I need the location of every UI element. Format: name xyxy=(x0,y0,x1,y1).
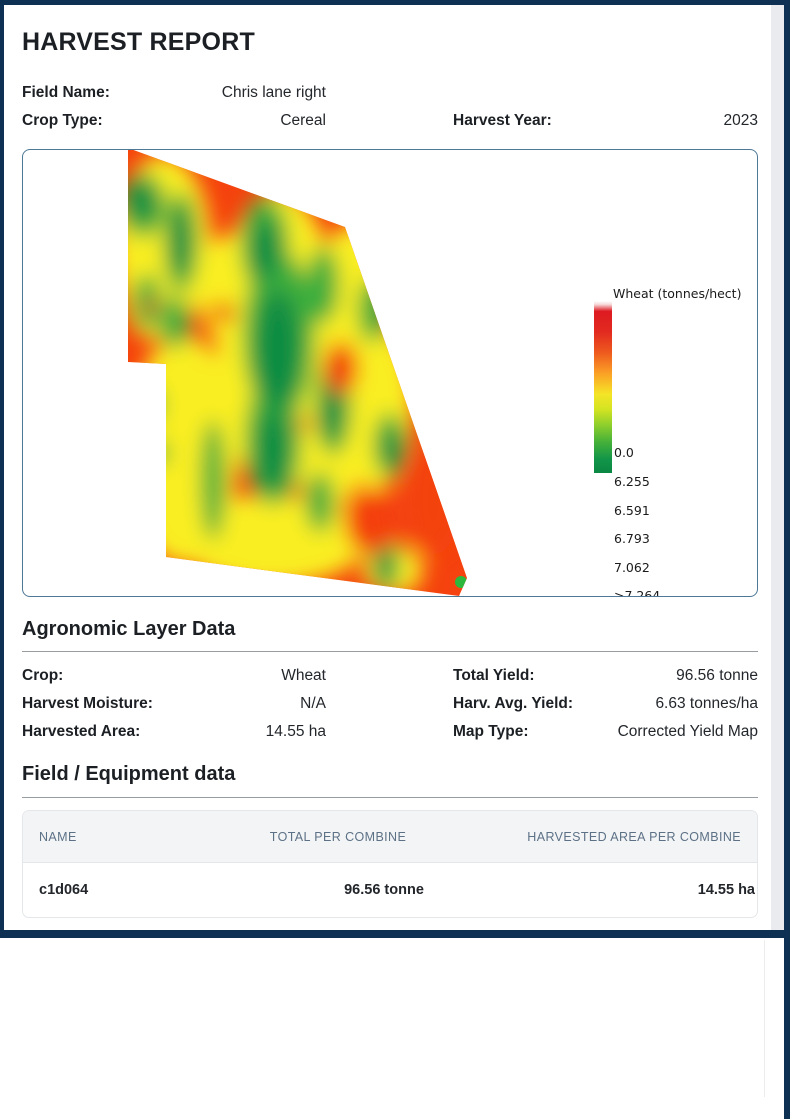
harvest-year-label: Harvest Year: xyxy=(453,112,552,129)
crop-type-label: Crop Type: xyxy=(22,112,103,129)
section-divider xyxy=(22,797,758,798)
field-name-label: Field Name: xyxy=(22,84,110,101)
agro-row-avg-yield: Harv. Avg. Yield: 6.63 tonnes/ha xyxy=(453,694,758,713)
cell-combine-total: 96.56 tonne xyxy=(344,882,424,898)
table-row: c1d064 96.56 tonne 14.55 ha xyxy=(23,863,757,917)
agro-row-crop: Crop: Wheat xyxy=(22,666,326,685)
app-frame-right xyxy=(784,0,790,1119)
table-header-row: NAME TOTAL PER COMBINE HARVESTED AREA PE… xyxy=(23,811,757,863)
equipment-table: NAME TOTAL PER COMBINE HARVESTED AREA PE… xyxy=(22,810,758,918)
agro-row-moisture: Harvest Moisture: N/A xyxy=(22,694,326,713)
crop-value: Wheat xyxy=(281,667,326,684)
field-name-value: Chris lane right xyxy=(221,84,326,101)
scrollbar-track[interactable] xyxy=(771,5,784,930)
avg-yield-label: Harv. Avg. Yield: xyxy=(453,695,574,712)
page-edge-shadow xyxy=(764,940,765,1097)
crop-type-value: Cereal xyxy=(280,112,326,129)
total-yield-value: 96.56 tonne xyxy=(676,667,758,684)
harvest-year-row: Harvest Year: 2023 xyxy=(453,111,758,130)
moisture-value: N/A xyxy=(300,695,326,712)
legend-label: 6.591 xyxy=(614,503,650,518)
map-type-value: Corrected Yield Map xyxy=(617,723,758,740)
legend-label: 0.0 xyxy=(614,445,634,460)
field-name-row: Field Name: Chris lane right xyxy=(22,83,326,102)
area-value: 14.55 ha xyxy=(265,723,326,740)
legend-title: Wheat (tonnes/hect) xyxy=(613,286,742,301)
crop-type-row: Crop Type: Cereal xyxy=(22,111,326,130)
total-yield-label: Total Yield: xyxy=(453,667,535,684)
col-header-name: NAME xyxy=(39,829,77,844)
legend-label: 6.793 xyxy=(614,531,650,546)
agro-row-map-type: Map Type: Corrected Yield Map xyxy=(453,722,758,741)
avg-yield-value: 6.63 tonnes/ha xyxy=(655,695,758,712)
app-frame-top xyxy=(0,0,790,5)
agro-row-total-yield: Total Yield: 96.56 tonne xyxy=(453,666,758,685)
crop-label: Crop: xyxy=(22,667,64,684)
col-header-area: HARVESTED AREA PER COMBINE xyxy=(527,829,741,844)
agro-row-area: Harvested Area: 14.55 ha xyxy=(22,722,326,741)
cell-combine-name: c1d064 xyxy=(39,882,89,898)
equipment-section-heading: Field / Equipment data xyxy=(22,763,236,785)
harvest-year-value: 2023 xyxy=(723,112,758,129)
page-title: HARVEST REPORT xyxy=(22,28,255,56)
app-frame-left xyxy=(0,0,4,938)
cell-combine-area: 14.55 ha xyxy=(697,882,755,898)
col-header-total: TOTAL PER COMBINE xyxy=(269,829,407,844)
report-card-bottom-border xyxy=(0,930,790,938)
legend-label: 7.062 xyxy=(614,560,650,575)
agronomic-section-heading: Agronomic Layer Data xyxy=(22,618,236,640)
section-divider xyxy=(22,651,758,652)
area-label: Harvested Area: xyxy=(22,723,141,740)
map-type-label: Map Type: xyxy=(453,723,529,740)
yield-heatmap xyxy=(128,150,467,596)
yield-map-panel: Wheat (tonnes/hect) 0.0 6.255 6.591 6.79… xyxy=(22,149,758,597)
legend-label: 6.255 xyxy=(614,474,650,489)
legend-label: >7.264 xyxy=(614,588,661,597)
moisture-label: Harvest Moisture: xyxy=(22,695,153,712)
legend-colorbar xyxy=(594,301,612,473)
